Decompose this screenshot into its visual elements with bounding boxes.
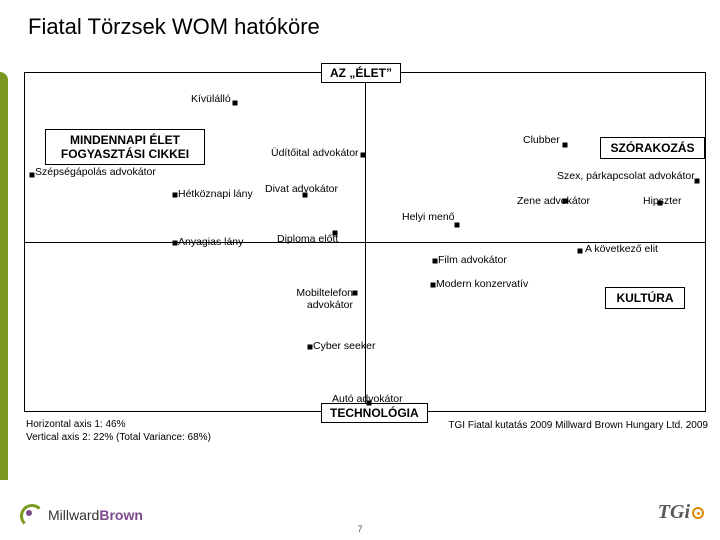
scatter-point [563, 143, 568, 148]
scatter-point-label: Anyagias lány [178, 236, 243, 248]
scatter-point-label: Cyber seeker [313, 340, 375, 352]
scatter-point [455, 223, 460, 228]
scatter-point [30, 173, 35, 178]
millward-brown-logo: MillwardBrown [18, 502, 143, 528]
page-number: 7 [357, 524, 362, 534]
scatter-point [353, 291, 358, 296]
scatter-point-label: Hétköznapi lány [178, 188, 253, 200]
scatter-point [695, 179, 700, 184]
scatter-point-label: Divat advokátor [265, 183, 338, 195]
source-note: TGI Fiatal kutatás 2009 Millward Brown H… [448, 420, 708, 431]
mb-text-2: Brown [99, 507, 143, 523]
scatter-point-label: Modern konzervatív [436, 278, 528, 290]
segment-label: MINDENNAPI ÉLETFOGYASZTÁSI CIKKEI [45, 129, 205, 165]
scatter-point-label: A következő elit [585, 243, 658, 255]
scatter-point-label: Üdítőital advokátor [271, 147, 359, 159]
scatter-point-label: Helyi menő [402, 211, 455, 223]
scatter-point [578, 249, 583, 254]
variance-note: Horizontal axis 1: 46% Vertical axis 2: … [26, 418, 211, 444]
mb-text-1: Millward [48, 507, 99, 523]
scatter-point [431, 283, 436, 288]
variance-line-2: Vertical axis 2: 22% (Total Variance: 68… [26, 431, 211, 444]
scatter-point [233, 101, 238, 106]
tgi-text: TGi [658, 501, 690, 523]
mb-mark-icon [18, 502, 44, 528]
scatter-point-label: Hipszter [643, 195, 682, 207]
scatter-point [308, 345, 313, 350]
tgi-logo: TGi [658, 501, 704, 524]
scatter-point-label: Diploma előtt [277, 233, 338, 245]
scatter-point-label: Szex, párkapcsolat advokátor [557, 170, 695, 182]
scatter-point [361, 153, 366, 158]
scatter-point-label: Clubber [523, 134, 560, 146]
scatter-point [433, 259, 438, 264]
page-title: Fiatal Törzsek WOM hatóköre [28, 14, 320, 40]
mb-logo-text: MillwardBrown [48, 507, 143, 523]
scatter-point-label: Film advokátor [438, 254, 507, 266]
axis-label-bottom: TECHNOLÓGIA [321, 403, 428, 423]
scatter-point-label: Mobiltelefon advokátor [293, 287, 353, 311]
scatter-point [173, 241, 178, 246]
segment-label: KULTÚRA [605, 287, 685, 309]
scatter-point-label: Autó advokátor [332, 393, 403, 405]
brand-stripe [0, 72, 8, 480]
y-axis [365, 73, 366, 411]
scatter-point [173, 193, 178, 198]
scatter-point-label: Zene advokátor [517, 195, 590, 207]
scatter-point-label: Kívülálló [191, 93, 231, 105]
axis-label-top: AZ „ÉLET” [321, 63, 401, 83]
scatter-point-label: Szépségápolás advokátor [35, 166, 156, 178]
segment-label: SZÓRAKOZÁS [600, 137, 705, 159]
tgi-dot-icon [692, 507, 704, 519]
scatter-chart: AZ „ÉLET”TECHNOLÓGIAMINDENNAPI ÉLETFOGYA… [24, 72, 706, 412]
variance-line-1: Horizontal axis 1: 46% [26, 418, 211, 431]
